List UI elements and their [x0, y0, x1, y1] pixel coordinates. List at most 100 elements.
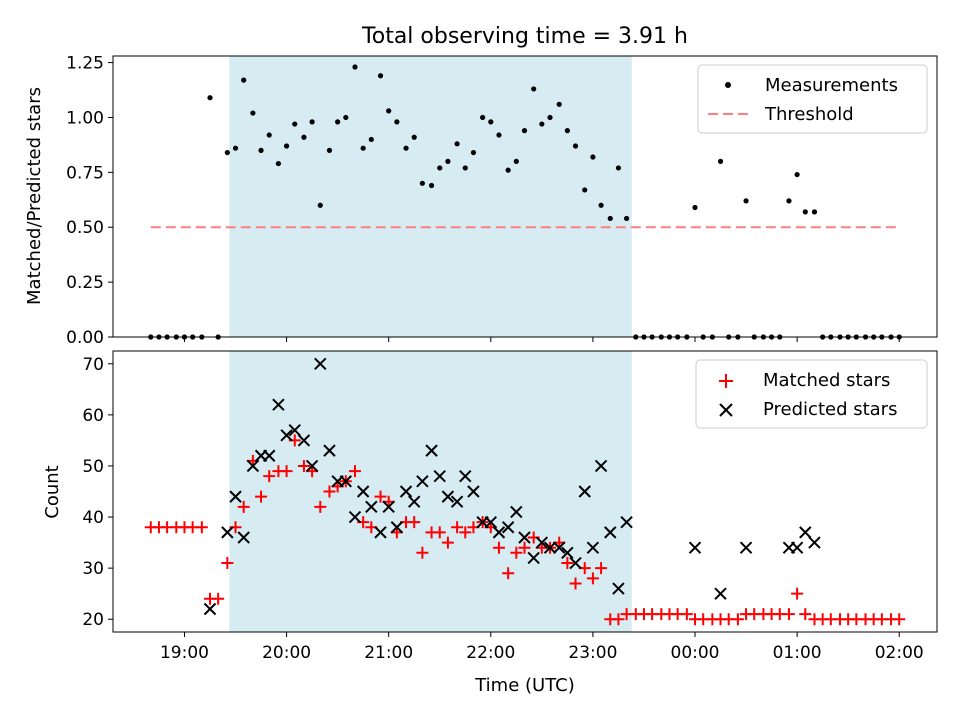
predicted-star-point	[425, 444, 438, 457]
predicted-star-point	[739, 541, 753, 554]
measurement-point	[266, 132, 272, 138]
predicted-star-point	[272, 398, 285, 411]
y-tick-label: 0.75	[66, 163, 104, 183]
predicted-star-point	[365, 500, 378, 514]
predicted-star-point	[348, 510, 362, 524]
predicted-star-point	[492, 526, 506, 539]
matched-star-points	[144, 434, 906, 626]
matched-star-point	[374, 490, 387, 503]
measurement-point	[377, 73, 384, 79]
measurement-point	[275, 160, 282, 167]
measurement-point	[811, 209, 818, 215]
measurement-point	[488, 119, 494, 125]
predicted-star-point	[305, 459, 319, 473]
predicted-star-point	[510, 505, 523, 519]
predicted-star-point	[484, 515, 498, 529]
predicted-star-point	[604, 526, 617, 539]
measurement-point	[368, 136, 374, 143]
measurement-point	[607, 215, 613, 222]
measurement-point	[258, 147, 264, 153]
legend-threshold-label: Threshold	[764, 104, 854, 125]
predicted-star-point	[586, 541, 600, 554]
top-axes-frame	[112, 55, 938, 338]
measurement-point	[232, 145, 239, 151]
y-tick-label: 70	[82, 355, 104, 375]
measurement-point	[292, 121, 298, 127]
predicted-star-point	[501, 521, 515, 534]
measurement-point	[326, 147, 333, 153]
bottom-x-ticks: 19:00 20:00 21:00 22:00 23:00 00:00 01:00 02:00	[160, 632, 924, 663]
legend-matched-marker	[719, 374, 733, 388]
top-panel: 0.00 0.25 0.50 0.75 1.00 1.25 Matched/Predict…	[24, 54, 938, 348]
predicted-star-point	[790, 541, 804, 554]
predicted-star-point	[408, 495, 421, 508]
predicted-star-point	[808, 536, 821, 549]
matched-star-point	[255, 490, 268, 503]
bottom-legend: Matched stars Predicted stars	[695, 359, 928, 429]
predicted-star-point	[297, 434, 311, 447]
y-tick-label: 1.00	[66, 108, 104, 128]
bottom-y-ticks: 20 30 40 50 60 70	[82, 355, 113, 630]
y-tick-label: 60	[82, 406, 104, 426]
predicted-star-point	[280, 429, 293, 442]
matched-star-point	[263, 470, 276, 483]
predicted-star-point	[594, 459, 608, 473]
matched-star-point	[297, 459, 310, 472]
measurement-point	[572, 143, 579, 149]
matched-star-point	[561, 557, 574, 570]
measurement-point	[394, 119, 400, 125]
measurement-point	[802, 209, 808, 215]
matched-star-point	[492, 541, 505, 554]
matched-star-point	[510, 546, 523, 559]
measurement-point	[428, 182, 435, 189]
legend-measurements-marker	[725, 82, 731, 88]
matched-star-point	[893, 613, 906, 626]
measurement-point	[224, 149, 230, 156]
measurement-point	[794, 171, 800, 178]
measurement-point	[207, 95, 213, 101]
x-tick-label: 02:00	[875, 643, 924, 663]
measurement-point	[505, 167, 511, 173]
predicted-star-point	[535, 536, 549, 549]
measurement-point	[386, 108, 392, 114]
legend-predicted-marker	[719, 403, 733, 417]
predicted-star-point	[569, 556, 582, 570]
legend-measurements-label: Measurements	[765, 75, 898, 96]
predicted-star-point	[399, 485, 413, 498]
measurement-point	[786, 198, 792, 204]
predicted-star-point	[229, 490, 242, 503]
predicted-star-point	[416, 475, 429, 488]
measurement-point	[539, 121, 545, 127]
measurement-point	[437, 165, 443, 171]
predicted-star-point	[450, 495, 464, 508]
predicted-star-point	[323, 444, 336, 457]
matched-star-point	[441, 536, 454, 549]
measurement-point	[717, 158, 724, 164]
measurement-point	[470, 149, 477, 156]
matched-star-point	[569, 577, 582, 590]
x-axis-label: Time (UTC)	[474, 675, 575, 696]
measurement-point	[445, 158, 451, 164]
y-tick-label: 30	[82, 559, 104, 579]
y-tick-label: 0.50	[66, 218, 104, 238]
predicted-star-point	[518, 531, 531, 544]
measurement-point	[419, 180, 425, 186]
matched-star-point	[221, 557, 234, 570]
chart-title: Total observing time = 3.91 h	[361, 24, 688, 49]
y-tick-label: 0.00	[66, 328, 104, 348]
matched-star-point	[680, 608, 693, 621]
top-y-ticks: 0.00 0.25 0.50 0.75 1.00 1.25	[66, 54, 113, 348]
predicted-star-point	[543, 541, 557, 554]
measurement-point	[411, 134, 417, 140]
bottom-axes-frame	[112, 350, 938, 633]
matched-star-point	[416, 546, 429, 559]
predicted-star-point	[799, 526, 812, 539]
matched-star-point	[212, 592, 225, 605]
measurement-point	[598, 202, 604, 208]
y-tick-label: 50	[82, 457, 104, 477]
predicted-star-point	[263, 449, 276, 462]
measurement-point	[250, 110, 256, 116]
predicted-star-point	[620, 515, 633, 529]
measurement-point	[590, 154, 596, 160]
